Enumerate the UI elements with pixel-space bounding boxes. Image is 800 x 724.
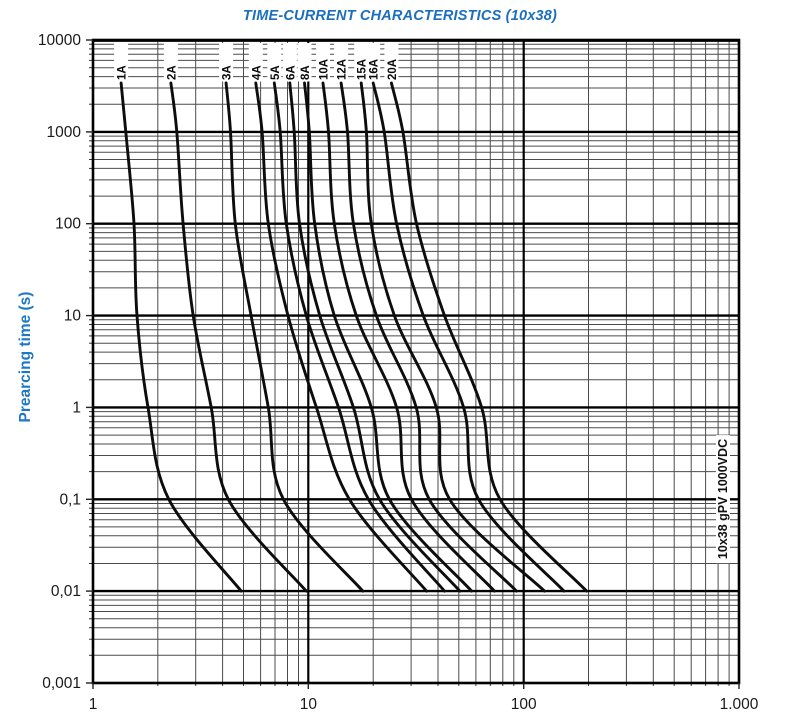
y-tick-label: 10 [64, 308, 82, 325]
curve-4A [254, 81, 429, 593]
curve-8A [303, 81, 474, 593]
x-tick-label: 1 [89, 696, 98, 713]
curve-label-box-6A [282, 43, 297, 82]
curve-15A [359, 81, 546, 593]
curve-1A [119, 81, 243, 593]
curve-label-box-16A [366, 43, 381, 82]
curve-label-5A: 5A [270, 65, 282, 80]
curve-label-6A: 6A [285, 65, 297, 80]
curve-label-box-4A [248, 43, 263, 82]
curve-label-box-20A [384, 43, 399, 82]
curve-label-box-12A [334, 43, 349, 82]
curve-10A [321, 81, 496, 593]
fuse-series-label: 10x38 gPV 1000VDC [716, 434, 730, 564]
curve-12A [339, 81, 518, 593]
curve-label-3A: 3A [222, 65, 234, 80]
curve-label-12A: 12A [337, 59, 349, 80]
y-tick-label: 0,01 [51, 583, 81, 600]
curve-20A [389, 81, 589, 593]
curve-label-box-2A [163, 43, 178, 82]
y-tick-label: 1000 [47, 124, 82, 141]
curve-3A [224, 81, 365, 593]
curve-label-10A: 10A [319, 59, 331, 80]
x-tick-label: 100 [511, 696, 537, 713]
x-tick-label: 10 [300, 696, 318, 713]
curve-5A [272, 81, 446, 593]
curve-label-box-8A [297, 43, 312, 82]
x-tick-label: 1.000 [720, 696, 759, 713]
curve-label-20A: 20A [387, 59, 399, 80]
curve-label-15A: 15A [357, 59, 369, 80]
curve-label-box-3A [219, 43, 234, 82]
curve-label-box-10A [316, 43, 330, 82]
curve-label-1A: 1A [117, 65, 129, 80]
curve-label-2A: 2A [166, 65, 178, 80]
curve-label-8A: 8A [300, 65, 312, 80]
curve-label-4A: 4A [251, 65, 263, 80]
curve-2A [169, 81, 308, 593]
curve-label-box-15A [354, 43, 369, 82]
chart-title: TIME-CURRENT CHARACTERISTICS (10x38) [242, 8, 558, 24]
curve-6A [288, 81, 462, 593]
curve-label-box-1A [114, 43, 129, 82]
y-tick-label: 0,001 [42, 675, 81, 692]
curve-label-box-5A [267, 43, 282, 82]
curve-label-16A: 16A [369, 59, 381, 80]
y-tick-label: 0,1 [59, 491, 81, 508]
curve-16A [371, 81, 566, 593]
y-tick-label: 100 [55, 216, 81, 233]
y-tick-label: 1 [72, 399, 81, 416]
y-tick-label: 10000 [38, 32, 81, 49]
